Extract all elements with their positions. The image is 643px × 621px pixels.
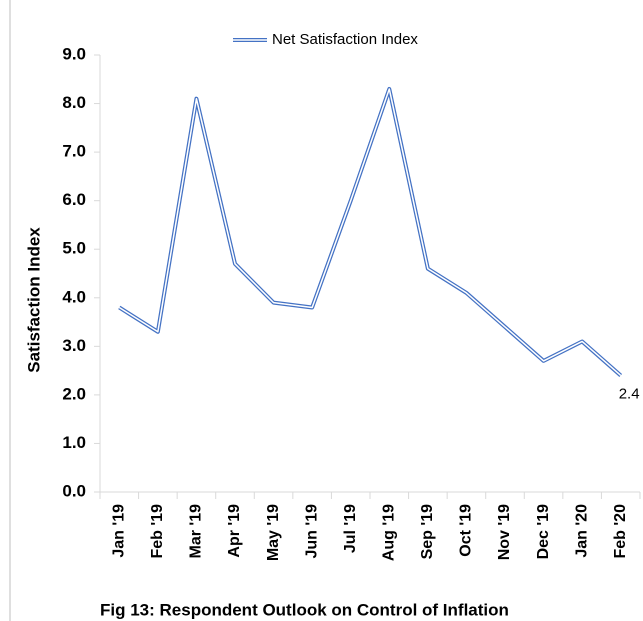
x-tick-label: Jul '19: [342, 504, 359, 553]
y-tick-label: 8.0: [62, 93, 86, 112]
x-tick-label: Sep '19: [419, 504, 436, 559]
y-tick-label: 2.0: [62, 384, 86, 403]
x-tick-label: Jan '20: [573, 504, 590, 558]
x-tick-label: Dec '19: [535, 504, 552, 560]
y-tick-label: 6.0: [62, 190, 86, 209]
legend-label: Net Satisfaction Index: [272, 31, 418, 48]
y-tick-label: 9.0: [62, 44, 86, 63]
x-tick-label: Aug '19: [381, 504, 398, 561]
x-tick-label: Jun '19: [303, 504, 320, 559]
x-tick-label: Feb '20: [612, 504, 629, 559]
y-tick-label: 3.0: [62, 336, 86, 355]
line-inner: [118, 88, 622, 377]
y-tick-label: 5.0: [62, 239, 86, 258]
y-tick-label: 4.0: [62, 287, 86, 306]
x-tick-label: Mar '19: [188, 504, 205, 559]
y-axis-label: Satisfaction Index: [24, 227, 43, 373]
x-tick-label: Oct '19: [458, 504, 475, 557]
y-tick-label: 0.0: [62, 481, 86, 500]
data-label: 2.4: [619, 385, 640, 402]
x-tick-label: Jan '19: [111, 504, 128, 558]
x-tick-label: Feb '19: [149, 504, 166, 559]
y-tick-label: 7.0: [62, 142, 86, 161]
y-tick-label: 1.0: [62, 433, 86, 452]
chart-title: Fig 13: Respondent Outlook on Control of…: [100, 600, 509, 619]
x-tick-label: Nov '19: [496, 504, 513, 560]
x-tick-label: Apr '19: [226, 504, 243, 558]
x-tick-label: May '19: [265, 504, 282, 561]
